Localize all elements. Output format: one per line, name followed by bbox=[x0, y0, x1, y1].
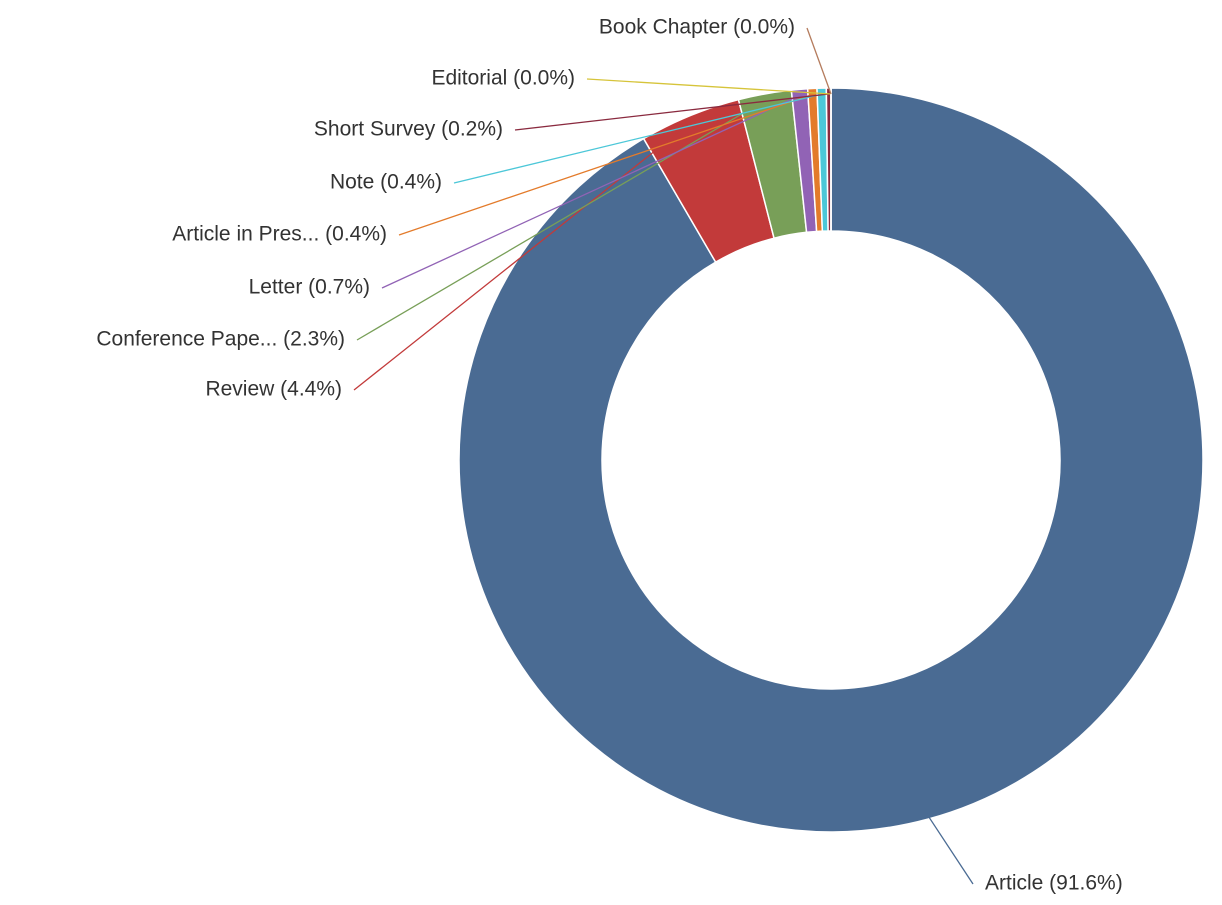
leader-line bbox=[381, 94, 801, 289]
leader-line bbox=[356, 99, 767, 341]
slice-label: Letter (0.7%) bbox=[249, 276, 370, 299]
slice-label: Short Survey (0.2%) bbox=[314, 118, 503, 141]
leader-line bbox=[514, 93, 829, 131]
leader-line bbox=[398, 93, 813, 236]
leader-line bbox=[925, 812, 974, 885]
leader-line bbox=[806, 27, 832, 95]
donut-slice bbox=[458, 87, 1204, 833]
slice-label: Conference Pape... (2.3%) bbox=[96, 328, 345, 351]
slice-label: Article (91.6%) bbox=[985, 872, 1123, 895]
leader-line bbox=[586, 78, 832, 95]
leader-line bbox=[353, 120, 693, 391]
leader-line bbox=[453, 93, 822, 184]
slice-label: Article in Pres... (0.4%) bbox=[172, 223, 387, 246]
slice-label: Review (4.4%) bbox=[205, 378, 342, 401]
slice-label: Note (0.4%) bbox=[330, 171, 442, 194]
slice-label: Editorial (0.0%) bbox=[431, 67, 575, 90]
slice-label: Book Chapter (0.0%) bbox=[599, 16, 795, 39]
